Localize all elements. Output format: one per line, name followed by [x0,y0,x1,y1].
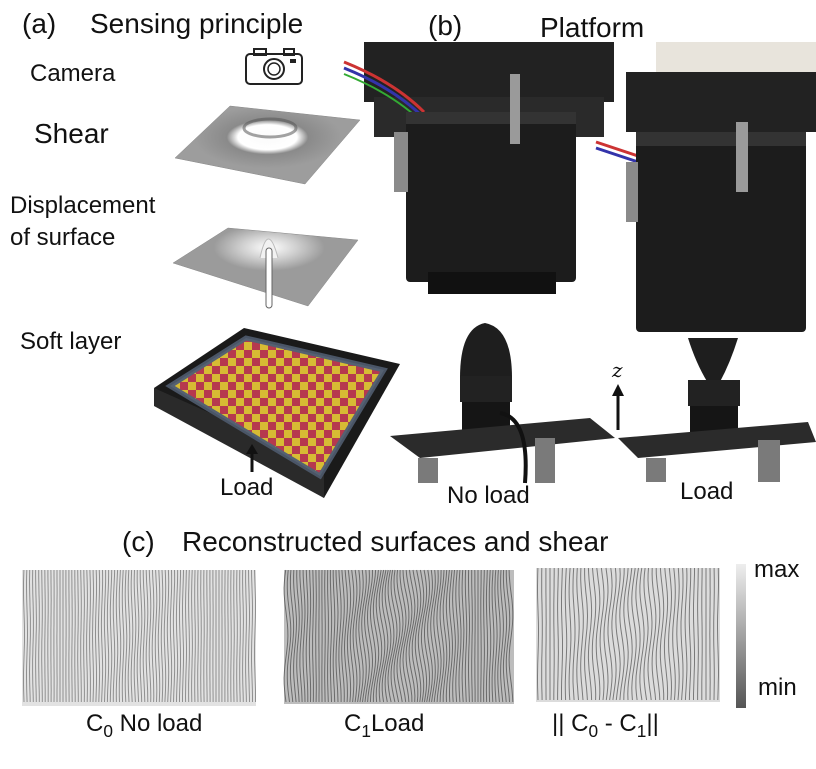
c1-label: Load [371,710,424,737]
camera-label: Camera [30,62,115,86]
displacement-surface [168,218,368,318]
z-axis-label: z [612,360,623,380]
panel-c-title: Reconstructed surfaces and shear [182,528,608,556]
diff-close: || [646,710,658,737]
camera-icon [244,46,304,86]
z-axis-arrow-icon [610,384,626,432]
c1-letter: C [344,710,361,737]
diff-mid: - C [598,710,637,737]
probe-no-load [390,318,620,483]
panel-a-letter: (a) [22,10,56,38]
no-load-label-b: No load [447,484,530,508]
load-label-a: Load [220,476,273,500]
c0-label: No load [120,710,203,737]
c1-subscript: 1 [361,721,371,741]
colorbar [736,564,748,708]
panel-c-letter: (c) [122,528,155,556]
surface-difference [536,568,720,702]
load-arrow-icon [244,444,260,474]
soft-layer-pad [148,326,404,502]
displacement-label-line2: of surface [10,226,115,250]
difference-caption: || C0 - C1|| [552,712,659,740]
load-label-b: Load [680,480,733,504]
shear-label: Shear [34,120,109,148]
colorbar-min-label: min [758,676,797,700]
panel-b-letter: (b) [428,12,462,40]
c1-caption: C1Load [344,712,424,740]
colorbar-max-label: max [754,558,799,582]
probe-load [618,330,816,482]
motor-no-load [364,42,614,302]
c0-subscript: 0 [103,721,113,741]
diff-open: || C [552,710,588,737]
panel-b-title: Platform [540,14,644,42]
shear-surface [170,98,370,188]
displacement-label-line1: Displacement [10,194,155,218]
c0-letter: C [86,710,103,737]
motor-load [596,42,816,342]
surface-c1-load [284,570,514,704]
soft-layer-label: Soft layer [20,330,121,354]
diff-subscript-0: 0 [588,721,598,741]
c0-caption: C0 No load [86,712,202,740]
surface-c0-no-load [22,570,256,706]
panel-a-title: Sensing principle [90,10,303,38]
diff-subscript-1: 1 [637,721,647,741]
